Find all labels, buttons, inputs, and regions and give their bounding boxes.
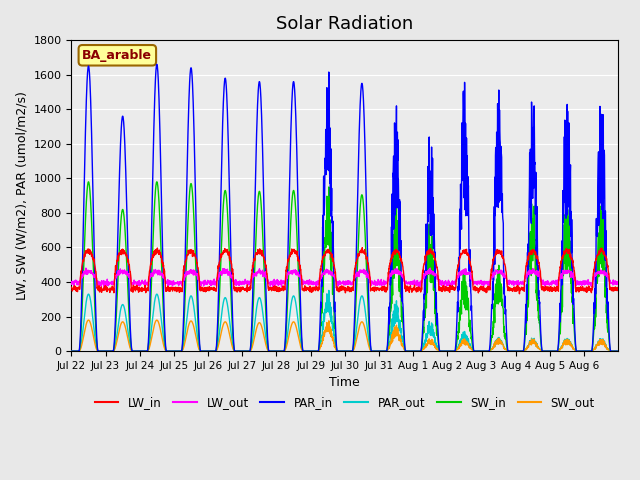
Y-axis label: LW, SW (W/m2), PAR (umol/m2/s): LW, SW (W/m2), PAR (umol/m2/s) [15, 91, 28, 300]
Legend: LW_in, LW_out, PAR_in, PAR_out, SW_in, SW_out: LW_in, LW_out, PAR_in, PAR_out, SW_in, S… [90, 391, 600, 414]
Title: Solar Radiation: Solar Radiation [276, 15, 413, 33]
X-axis label: Time: Time [330, 376, 360, 389]
Text: BA_arable: BA_arable [83, 49, 152, 62]
